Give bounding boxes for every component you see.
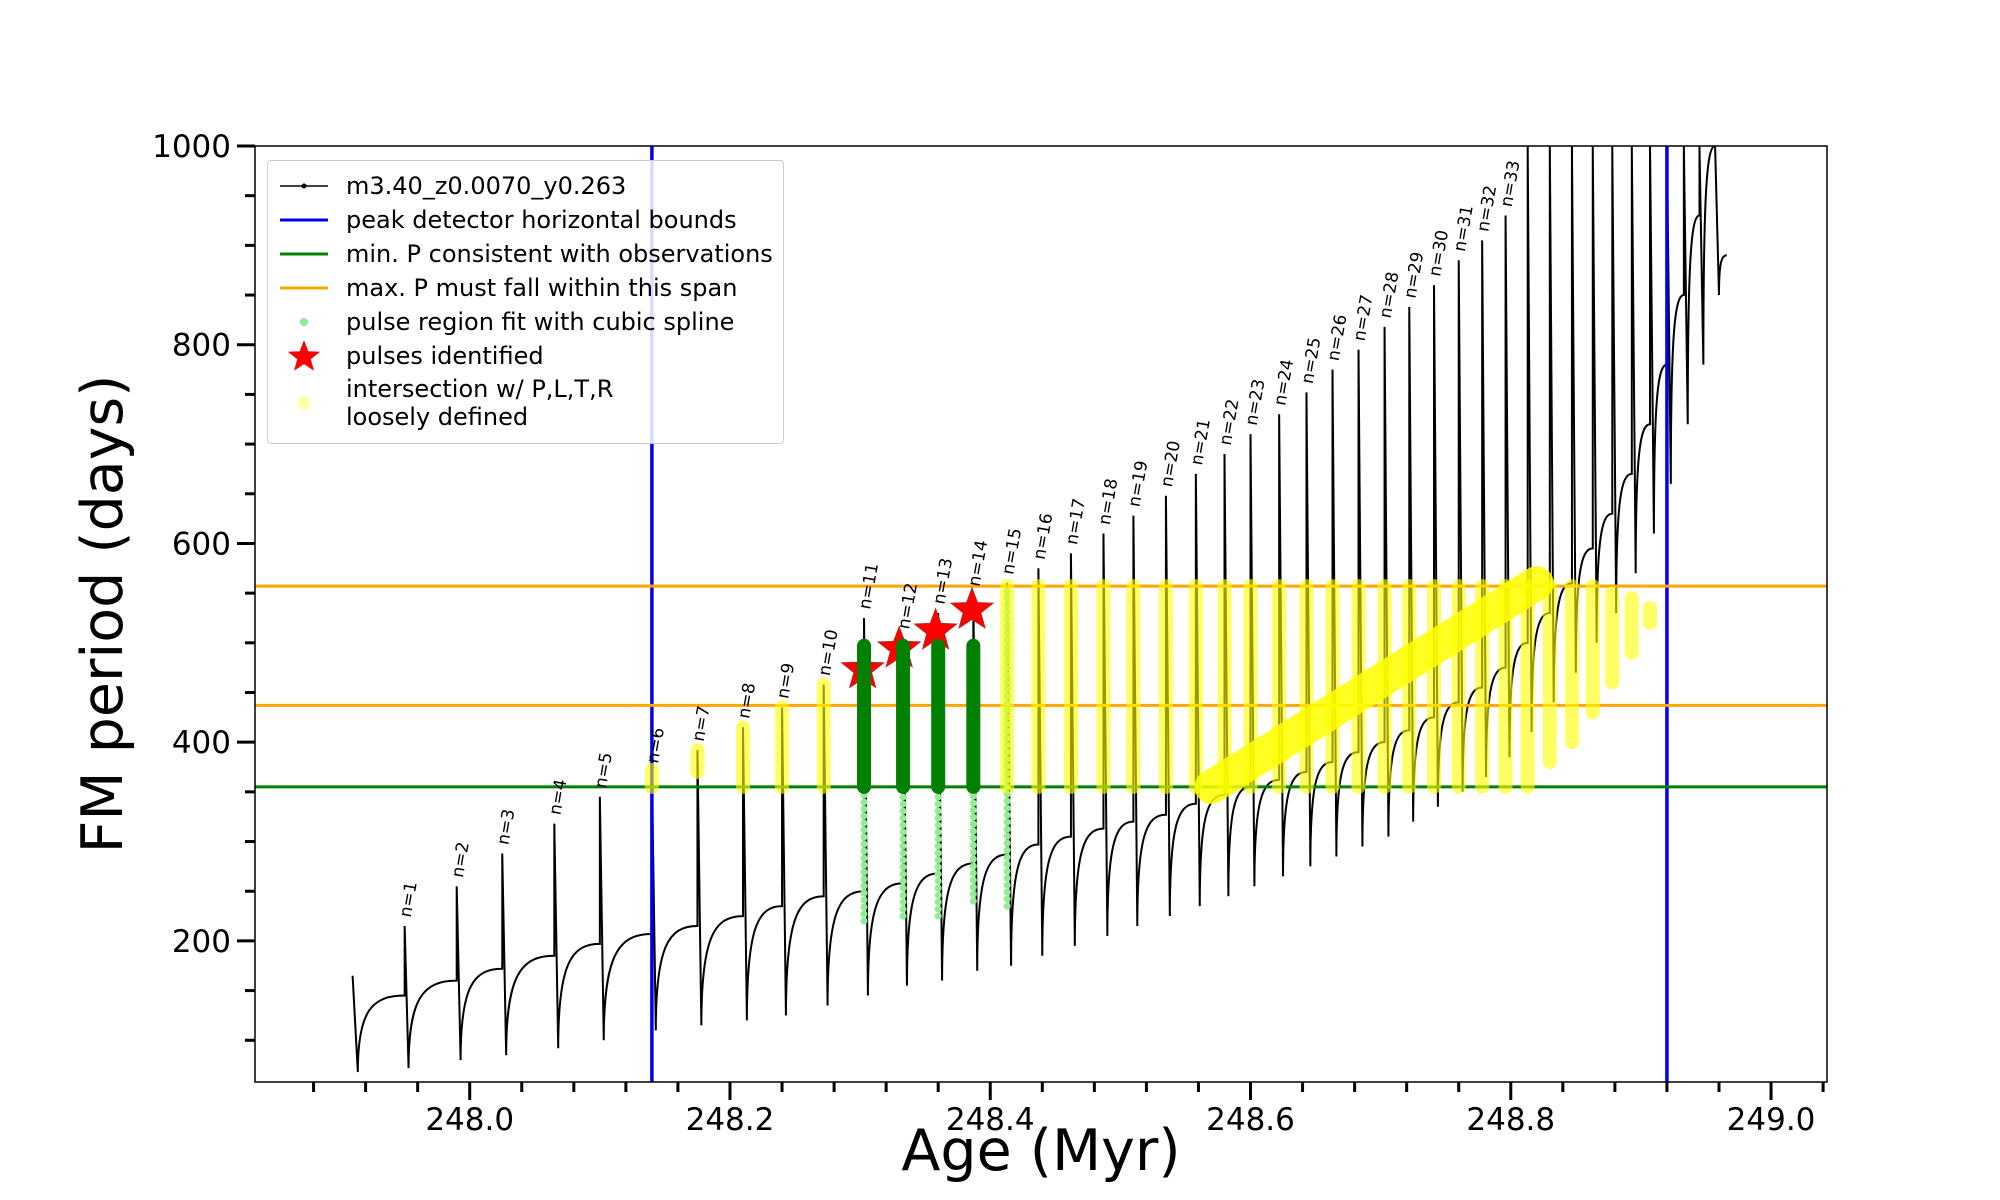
pulse-label: n=15 [998,527,1026,576]
x-tick-label: 249.0 [1727,1102,1816,1138]
pulse-label: n=19 [1125,459,1153,508]
legend-label: pulse region fit with cubic spline [346,308,735,336]
pulse-label: n=10 [815,628,843,677]
pulse-label: n=27 [1350,293,1378,342]
y-tick-label: 600 [172,526,231,562]
pulse-label: n=17 [1062,497,1090,546]
y-tick-label: 400 [172,725,231,761]
pulse-label: n=13 [929,556,957,605]
y-tick-label: 800 [172,328,231,364]
pulse-label: n=12 [894,581,922,630]
pulse-label: n=7 [689,704,715,743]
legend-label: m3.40_z0.0070_y0.263 [346,172,627,200]
pulse-label: n=11 [855,561,883,610]
legend-icon [280,218,328,222]
legend-label: min. P consistent with observations [346,240,773,268]
legend-icon [280,183,328,189]
legend-entry: m3.40_z0.0070_y0.263 [276,171,773,201]
x-axis-label: Age (Myr) [901,1118,1180,1184]
y-tick-label: 200 [172,924,231,960]
pulse-label: n=14 [965,539,993,588]
plot-frame [254,145,1828,1083]
data-line [351,146,1727,1073]
x-tick-label: 248.0 [425,1102,514,1138]
pulse-label: n=30 [1425,229,1453,278]
legend-swatch [300,318,308,326]
legend-label: pulses identified [346,342,544,370]
intersection-band [1194,566,1554,804]
pulse-label: n=20 [1157,439,1185,488]
pulse-label: n=3 [493,808,519,847]
legend-icon [280,286,328,290]
x-tick-label: 248.6 [1206,1102,1295,1138]
y-axis-label: FM period (days) [70,375,136,854]
pulse-star [949,586,995,629]
pulse-label: n=22 [1216,397,1244,446]
legend-icon [297,396,311,410]
pulse-label: n=28 [1376,270,1404,319]
pulse-label: n=24 [1270,358,1298,407]
pulse-label: n=4 [546,778,572,817]
legend-label: peak detector horizontal bounds [346,206,737,234]
pulse-label: n=26 [1324,313,1352,362]
legend-entry: pulse region fit with cubic spline [276,307,773,337]
pulse-label: n=32 [1473,184,1501,233]
pulse-label: n=33 [1497,159,1525,208]
x-tick-label: 248.4 [946,1102,1035,1138]
legend-entry: min. P consistent with observations [276,239,773,269]
pulse-label: n=16 [1030,512,1058,561]
legend-icon [280,252,328,256]
pulse-label: n=25 [1298,336,1326,385]
pulse-label: n=2 [448,840,474,879]
legend-swatch [297,396,311,410]
legend-label: max. P must fall within this span [346,274,738,302]
pulse-label: n=23 [1242,378,1270,427]
pulse-label: n=5 [591,751,617,790]
legend-entry: intersection w/ P,L,T,R loosely defined [276,375,773,431]
pulse-label: n=8 [734,681,760,720]
pulse-label: n=21 [1187,417,1215,466]
pulse-label: n=18 [1095,477,1123,526]
legend-entry: pulses identified [276,341,773,371]
legend-icon [287,341,321,371]
x-tick-label: 248.2 [686,1102,775,1138]
axes: 248.0 248.2 248.4 248.6 248.8 249.0 200 400 600 8… [152,129,1825,1138]
y-tick-label: 1000 [152,129,231,165]
legend-entry: peak detector horizontal bounds [276,205,773,235]
legend-icon [300,318,308,326]
legend-label: intersection w/ P,L,T,R loosely defined [346,375,614,431]
pulse-label: n=1 [396,880,422,919]
x-tick-label: 248.8 [1466,1102,1555,1138]
pulse-label: n=6 [643,726,669,765]
legend-entry: max. P must fall within this span [276,273,773,303]
legend-swatch [301,183,307,189]
legend-swatch [287,341,321,371]
pulse-label: n=9 [773,661,799,700]
